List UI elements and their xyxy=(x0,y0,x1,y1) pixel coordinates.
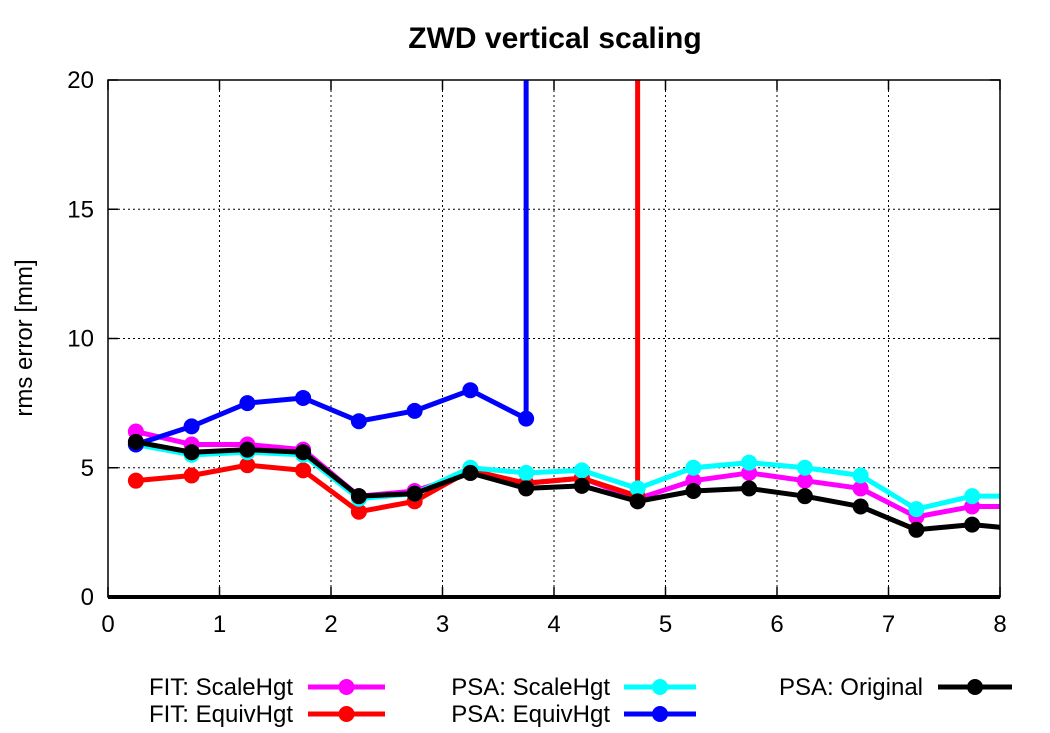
x-tick-label: 8 xyxy=(993,611,1006,638)
legend-label: PSA: ScaleHgt xyxy=(451,674,610,701)
data-point xyxy=(629,480,646,497)
data-point xyxy=(518,480,535,497)
data-point xyxy=(350,413,367,430)
data-point xyxy=(796,488,813,505)
legend-swatch-point xyxy=(338,706,355,722)
x-tick-label: 5 xyxy=(659,611,672,638)
legend-entry: PSA: Original xyxy=(779,674,1012,701)
data-point xyxy=(796,459,813,476)
data-point xyxy=(239,441,256,458)
x-tick-label: 7 xyxy=(882,611,895,638)
data-point xyxy=(518,464,535,481)
legend-swatch-point xyxy=(967,679,983,695)
data-point xyxy=(573,462,590,479)
data-point xyxy=(406,485,423,502)
data-point xyxy=(796,472,813,489)
x-tick-label: 6 xyxy=(770,611,783,638)
y-axis-label: rms error [mm] xyxy=(11,259,38,416)
legend-label: FIT: ScaleHgt xyxy=(149,674,293,701)
data-point xyxy=(127,472,144,489)
x-tick-label: 4 xyxy=(547,611,560,638)
data-point xyxy=(350,488,367,505)
data-point xyxy=(127,433,144,450)
data-point xyxy=(573,477,590,494)
data-point xyxy=(741,454,758,471)
legend-label: FIT: EquivHgt xyxy=(149,701,293,728)
data-point xyxy=(852,498,869,515)
data-point xyxy=(295,389,312,406)
x-tick-label: 1 xyxy=(213,611,226,638)
data-point xyxy=(518,410,535,427)
legend-label: PSA: Original xyxy=(779,674,923,701)
tick-labels: 0 1 2 3 4 5 6 7 8 0 5 10 15 20 xyxy=(67,67,1006,638)
legend-entry: FIT: EquivHgt xyxy=(149,701,385,728)
y-tick-label: 20 xyxy=(67,67,94,94)
data-point xyxy=(239,457,256,474)
x-tick-label: 2 xyxy=(324,611,337,638)
data-point xyxy=(685,483,702,500)
data-point xyxy=(183,467,200,484)
x-tick-label: 0 xyxy=(101,611,114,638)
legend-swatch-point xyxy=(338,679,355,695)
data-point xyxy=(183,418,200,435)
data-point xyxy=(685,459,702,476)
data-point xyxy=(295,462,312,479)
data-point xyxy=(964,516,981,533)
series-line xyxy=(135,442,1000,512)
axes xyxy=(107,79,1001,599)
data-point xyxy=(406,402,423,419)
x-tick-label: 3 xyxy=(436,611,449,638)
y-tick-label: 0 xyxy=(81,584,94,611)
data-point xyxy=(295,444,312,461)
legend-entry: FIT: ScaleHgt xyxy=(149,674,385,701)
data-point xyxy=(239,395,256,412)
series-layer xyxy=(127,80,1001,538)
data-point xyxy=(852,480,869,497)
legend-entry: PSA: EquivHgt xyxy=(451,701,696,728)
legend-entry: PSA: ScaleHgt xyxy=(451,674,696,701)
data-point xyxy=(350,503,367,520)
series-line xyxy=(135,429,1000,520)
data-point xyxy=(964,488,981,505)
y-tick-label: 5 xyxy=(81,455,94,482)
data-point xyxy=(908,501,925,518)
legend-swatch-point xyxy=(652,706,668,722)
data-point xyxy=(183,444,200,461)
y-tick-label: 10 xyxy=(67,326,94,353)
series-3 xyxy=(127,80,535,453)
data-point xyxy=(741,480,758,497)
grid xyxy=(108,80,1000,597)
data-point xyxy=(852,467,869,484)
data-point xyxy=(629,493,646,510)
data-point xyxy=(462,464,479,481)
series-4 xyxy=(127,433,1001,538)
data-point xyxy=(908,521,925,538)
y-tick-label: 15 xyxy=(67,196,94,223)
data-point xyxy=(462,382,479,399)
legend-label: PSA: EquivHgt xyxy=(451,701,610,728)
legend-swatch-point xyxy=(652,679,668,695)
chart-title: ZWD vertical scaling xyxy=(408,22,701,55)
